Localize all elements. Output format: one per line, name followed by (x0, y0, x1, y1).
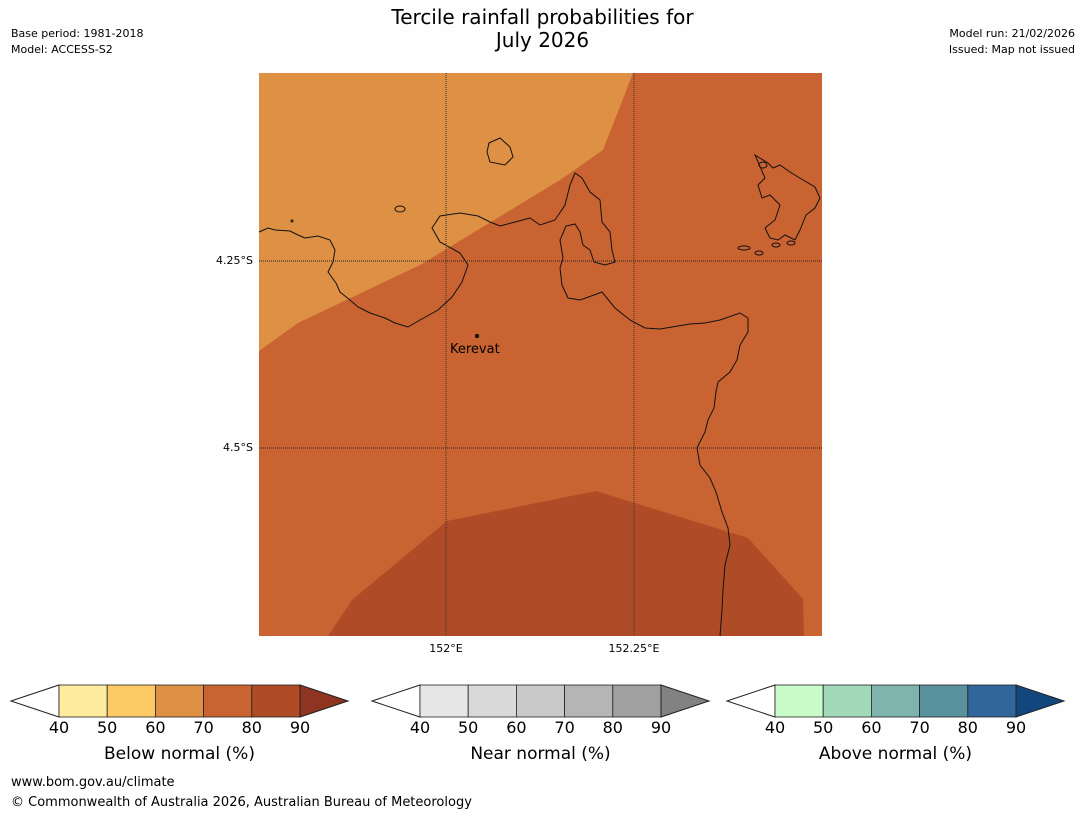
colorbar-segment (774, 684, 824, 718)
colorbar-label: Above normal (%) (818, 744, 973, 764)
colorbar-min-extension (725, 684, 776, 718)
colorbar-tick-label: 40 (764, 718, 786, 737)
colorbar-segment (564, 684, 614, 718)
colorbar-tick-label: 70 (909, 718, 930, 737)
colorbar-segment (612, 684, 662, 718)
colorbar-max-extension (660, 684, 711, 718)
colorbar-segment (871, 684, 921, 718)
colorbar-label: Near normal (%) (470, 744, 611, 764)
map-title: Tercile rainfall probabilities for July … (0, 6, 1085, 52)
colorbar-tick-label: 50 (97, 718, 118, 737)
colorbar-tick-label: 50 (458, 718, 479, 737)
lat-label: 4.5°S (223, 441, 253, 454)
map (258, 73, 822, 637)
title-line-1: Tercile rainfall probabilities for (391, 5, 694, 29)
colorbar-tick-label: 40 (48, 718, 70, 737)
header-right: Model run: 21/02/2026 Issued: Map not is… (949, 26, 1075, 58)
coastline (258, 137, 821, 637)
issued-status: Issued: Map not issued (948, 43, 1075, 56)
colorbar-max-extension (1015, 684, 1066, 718)
colorbar-tick-label: 80 (241, 718, 262, 737)
colorbar-tick-label: 60 (506, 718, 527, 737)
colorbar-tick-label: 40 (409, 718, 431, 737)
colorbar-min-extension (9, 684, 60, 718)
colorbar-segment (467, 684, 517, 718)
lon-label: 152°E (429, 642, 463, 655)
colorbar-tick-label: 90 (1005, 718, 1027, 737)
colorbar-near-normal (370, 684, 711, 718)
lon-label: 152.25°E (608, 642, 660, 655)
colorbar-tick-label: 60 (145, 718, 166, 737)
colorbar-max-extension (299, 684, 350, 718)
colorbar-tick-label: 90 (289, 718, 311, 737)
title-line-2: July 2026 (495, 28, 590, 52)
colorbar-tick-label: 50 (813, 718, 834, 737)
colorbar-segment (251, 684, 301, 718)
colorbar-segment (58, 684, 108, 718)
place-label-kerevat: Kerevat (450, 342, 500, 357)
colorbar-segment (154, 684, 204, 718)
colorbar-segment (106, 684, 156, 718)
colorbar-above-normal (725, 684, 1066, 718)
model-name: Model: ACCESS-S2 (11, 43, 113, 56)
colorbar-tick-label: 90 (650, 718, 672, 737)
colorbar-segment (822, 684, 872, 718)
colorbar-segment (419, 684, 469, 718)
lat-label: 4.25°S (216, 254, 253, 267)
model-run: Model run: 21/02/2026 (949, 27, 1075, 40)
footer-copyright: © Commonwealth of Australia 2026, Austra… (11, 795, 472, 810)
colorbar-tick-label: 80 (602, 718, 623, 737)
colorbar-segment (967, 684, 1017, 718)
colorbar-tick-label: 70 (193, 718, 214, 737)
colorbar-min-extension (370, 684, 421, 718)
colorbar-tick-label: 80 (957, 718, 978, 737)
footer-url[interactable]: www.bom.gov.au/climate (11, 775, 175, 790)
region-80-90 (328, 491, 804, 636)
place-marker-kerevat (475, 334, 479, 338)
colorbar-segment (516, 684, 566, 718)
colorbar-below-normal (9, 684, 350, 718)
colorbar-segment (919, 684, 969, 718)
colorbar-label: Below normal (%) (104, 744, 255, 764)
base-period: Base period: 1981-2018 (11, 27, 144, 40)
colorbar-segment (203, 684, 253, 718)
colorbar-tick-label: 60 (861, 718, 882, 737)
header-left: Base period: 1981-2018 Model: ACCESS-S2 (11, 26, 143, 58)
colorbar-tick-label: 70 (554, 718, 575, 737)
